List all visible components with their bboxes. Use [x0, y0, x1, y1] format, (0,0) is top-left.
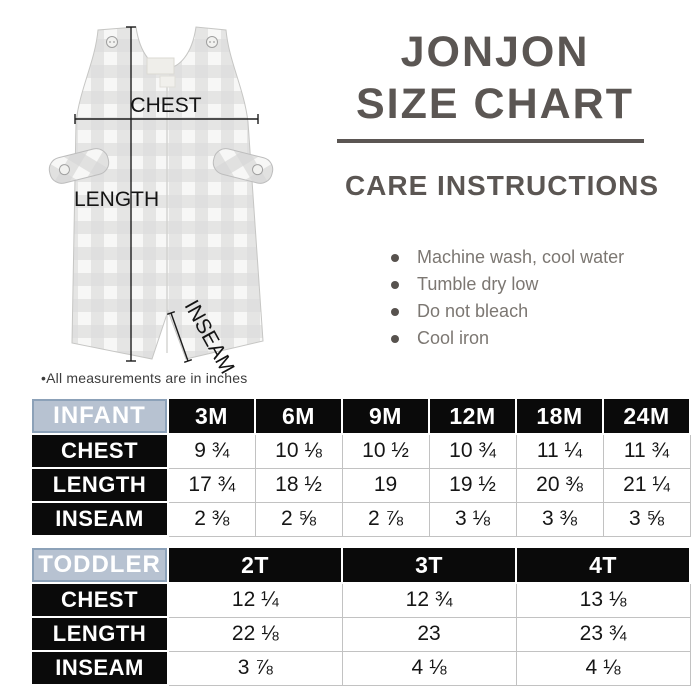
care-instructions-list: Machine wash, cool water Tumble dry low … — [391, 244, 681, 352]
toddler-size-table: TODDLER 2T 3T 4T CHEST 12 ¼ 12 ¾ 13 ⅛ LE… — [30, 546, 691, 686]
infant-chest-row: CHEST 9 ¾ 10 ⅛ 10 ½ 10 ¾ 11 ¼ 11 ¾ — [30, 433, 691, 469]
toddler-header-row: TODDLER 2T 3T 4T — [30, 546, 691, 584]
toddler-col-header: 3T — [341, 546, 517, 584]
infant-col-header: 9M — [341, 397, 430, 435]
size-cell: 20 ⅜ — [515, 467, 604, 503]
care-item: Cool iron — [391, 325, 681, 352]
infant-col-header: 12M — [428, 397, 517, 435]
size-cell: 21 ¼ — [602, 467, 691, 503]
infant-col-header: 24M — [602, 397, 691, 435]
row-label-inseam: INSEAM — [30, 650, 169, 686]
care-item: Tumble dry low — [391, 271, 681, 298]
toddler-length-row: LENGTH 22 ⅛ 23 23 ¾ — [30, 616, 691, 652]
right-side-tab — [212, 148, 274, 184]
size-cell: 23 ¾ — [515, 616, 691, 652]
care-item-text: Tumble dry low — [417, 274, 539, 294]
size-cell: 3 ⅞ — [167, 650, 343, 686]
left-shoulder-button-icon — [106, 36, 118, 48]
size-cell: 12 ¼ — [167, 582, 343, 618]
toddler-chest-row: CHEST 12 ¼ 12 ¾ 13 ⅛ — [30, 582, 691, 618]
length-measure-label: LENGTH — [74, 188, 159, 211]
size-cell: 13 ⅛ — [515, 582, 691, 618]
title-divider — [337, 139, 644, 143]
size-cell: 10 ⅛ — [254, 433, 343, 469]
size-cell: 19 — [341, 467, 430, 503]
bullet-icon — [391, 254, 399, 262]
size-cell: 4 ⅛ — [515, 650, 691, 686]
right-shoulder-button-icon — [206, 36, 218, 48]
row-label-inseam: INSEAM — [30, 501, 169, 537]
toddler-col-header: 4T — [515, 546, 691, 584]
neck-tag — [146, 57, 175, 75]
size-cell: 2 ⅜ — [167, 501, 256, 537]
size-tables: INFANT 3M 6M 9M 12M 18M 24M CHEST 9 ¾ 10… — [30, 397, 691, 686]
infant-size-table: INFANT 3M 6M 9M 12M 18M 24M CHEST 9 ¾ 10… — [30, 397, 691, 537]
size-cell: 3 ⅛ — [428, 501, 517, 537]
size-cell: 2 ⅞ — [341, 501, 430, 537]
toddler-col-header: 2T — [167, 546, 343, 584]
size-cell: 23 — [341, 616, 517, 652]
size-cell: 4 ⅛ — [341, 650, 517, 686]
garment-illustration: CHEST LENGTH INSEAM — [48, 26, 274, 378]
size-cell: 22 ⅛ — [167, 616, 343, 652]
care-instructions-heading: CARE INSTRUCTIONS — [344, 170, 660, 201]
bullet-icon — [391, 335, 399, 343]
chest-measure-label: CHEST — [130, 94, 201, 117]
row-label-chest: CHEST — [30, 433, 169, 469]
size-cell: 10 ½ — [341, 433, 430, 469]
size-cell: 9 ¾ — [167, 433, 256, 469]
measurements-note: •All measurements are in inches — [41, 370, 248, 386]
care-item: Machine wash, cool water — [391, 244, 681, 271]
bullet-icon — [391, 281, 399, 289]
row-label-length: LENGTH — [30, 467, 169, 503]
chest-measure-line — [74, 114, 259, 124]
size-cell: 17 ¾ — [167, 467, 256, 503]
inseam-measure-line — [166, 311, 193, 363]
infant-col-header: 6M — [254, 397, 343, 435]
care-item-text: Machine wash, cool water — [417, 247, 625, 267]
size-cell: 3 ⅜ — [515, 501, 604, 537]
size-cell: 2 ⅝ — [254, 501, 343, 537]
size-cell: 10 ¾ — [428, 433, 517, 469]
size-cell: 11 ¾ — [602, 433, 691, 469]
page-title: JONJON SIZE CHART — [315, 26, 675, 130]
infant-col-header: 3M — [167, 397, 256, 435]
size-cell: 18 ½ — [254, 467, 343, 503]
infant-header-row: INFANT 3M 6M 9M 12M 18M 24M — [30, 397, 691, 435]
size-cell: 11 ¼ — [515, 433, 604, 469]
title-line-1: JONJON — [400, 28, 590, 76]
toddler-inseam-row: INSEAM 3 ⅞ 4 ⅛ 4 ⅛ — [30, 650, 691, 686]
left-side-tab — [48, 148, 110, 184]
infant-length-row: LENGTH 17 ¾ 18 ½ 19 19 ½ 20 ⅜ 21 ¼ — [30, 467, 691, 503]
size-cell: 19 ½ — [428, 467, 517, 503]
title-line-2: SIZE CHART — [356, 80, 634, 128]
bullet-icon — [391, 308, 399, 316]
neck-tag-fold — [159, 75, 176, 88]
infant-inseam-row: INSEAM 2 ⅜ 2 ⅝ 2 ⅞ 3 ⅛ 3 ⅜ 3 ⅝ — [30, 501, 691, 537]
row-label-chest: CHEST — [30, 582, 169, 618]
length-measure-line — [126, 26, 136, 362]
size-cell: 12 ¾ — [341, 582, 517, 618]
infant-group-label: INFANT — [30, 397, 169, 435]
size-cell: 3 ⅝ — [602, 501, 691, 537]
row-label-length: LENGTH — [30, 616, 169, 652]
care-item-text: Do not bleach — [417, 301, 529, 321]
care-item-text: Cool iron — [417, 328, 490, 348]
infant-col-header: 18M — [515, 397, 604, 435]
care-item: Do not bleach — [391, 298, 681, 325]
toddler-group-label: TODDLER — [30, 546, 169, 584]
